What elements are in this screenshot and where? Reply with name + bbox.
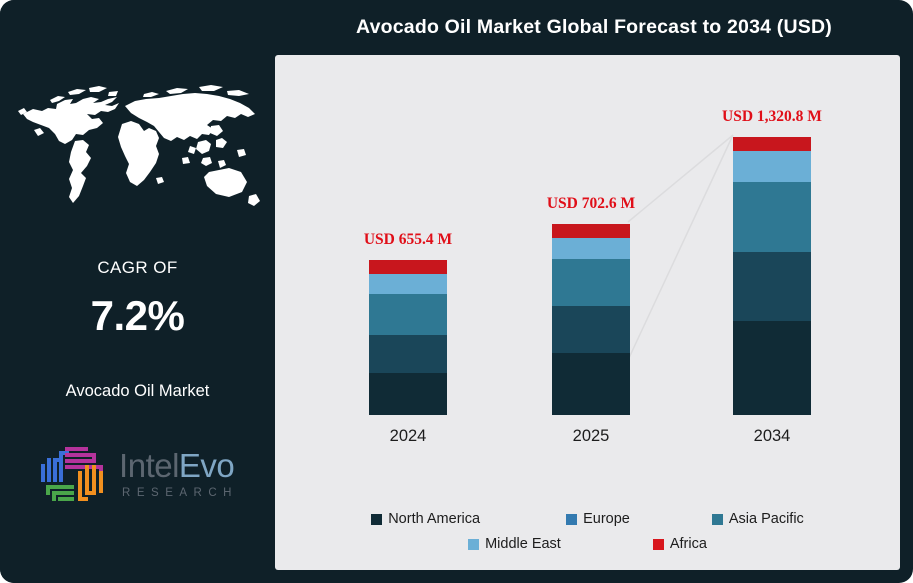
bar-segment-africa[interactable]	[552, 224, 630, 239]
bar-segment-europe[interactable]	[369, 334, 447, 373]
legend-swatch-icon	[652, 538, 664, 550]
bar-segment-north-america[interactable]	[733, 320, 811, 415]
legend-label: Africa	[669, 536, 707, 552]
x-axis-tick-label: 2025	[572, 427, 610, 445]
bar-total-label: USD 1,320.8 M	[722, 108, 822, 125]
legend-label: North America	[388, 511, 481, 527]
title-bar: Avocado Oil Market Global Forecast to 20…	[275, 0, 913, 55]
bar-total-label: USD 655.4 M	[363, 231, 453, 248]
market-name-label: Avocado Oil Market	[65, 382, 210, 400]
legend-swatch-icon	[371, 513, 383, 525]
bar-segment-north-america[interactable]	[369, 372, 447, 415]
legend-swatch-icon	[468, 538, 480, 550]
chart-legend: North America Europe Asia Pacific Middle E…	[275, 511, 900, 552]
world-map-icon	[17, 85, 260, 206]
bar-group: USD 702.6 M 2025	[547, 195, 635, 445]
bar-segment-asia-pacific[interactable]	[733, 181, 811, 252]
legend-item[interactable]: Europe	[566, 511, 630, 527]
bar-segment-europe[interactable]	[552, 306, 630, 353]
legend-item[interactable]: Middle East	[468, 536, 561, 552]
sidebar: CAGR OF 7.2% Avocado Oil Market	[0, 0, 275, 583]
bar-segment-africa[interactable]	[369, 260, 447, 275]
page-title: Avocado Oil Market Global Forecast to 20…	[356, 16, 832, 38]
stacked-bar[interactable]: USD 702.6 M 2025	[547, 195, 635, 445]
legend-item[interactable]: Asia Pacific	[711, 511, 804, 527]
bar-segment-middle-east[interactable]	[733, 151, 811, 182]
legend-label: Asia Pacific	[728, 511, 804, 527]
bar-group: USD 1,320.8 M 2034	[722, 108, 822, 445]
legend-swatch-icon	[711, 513, 723, 525]
x-axis-tick-label: 2024	[389, 427, 427, 445]
legend-row-1: North America Europe Asia Pacific	[371, 511, 804, 527]
bar-segment-middle-east[interactable]	[552, 238, 630, 260]
bar-segment-asia-pacific[interactable]	[552, 259, 630, 306]
logo-name-part2: Evo	[178, 447, 235, 484]
bar-segment-north-america[interactable]	[552, 352, 630, 415]
x-axis-tick-label: 2034	[753, 427, 791, 445]
legend-swatch-icon	[566, 513, 578, 525]
logo-wordmark: IntelEvo RESEARCH	[119, 449, 238, 499]
legend-item[interactable]: Africa	[652, 536, 707, 552]
intelevo-pinwheel-logo-icon	[41, 447, 104, 501]
bar-segment-africa[interactable]	[733, 137, 811, 152]
logo-name-part1: Intel	[119, 447, 179, 484]
cagr-value: 7.2%	[90, 292, 185, 339]
bar-segment-europe[interactable]	[733, 251, 811, 321]
legend-label: Middle East	[485, 536, 561, 552]
bar-group: USD 655.4 M 2024	[364, 231, 452, 445]
legend-label: Europe	[583, 511, 630, 527]
cagr-label: CAGR OF	[97, 258, 178, 277]
brand-logo: IntelEvo RESEARCH	[37, 437, 238, 511]
legend-item[interactable]: North America	[371, 511, 480, 527]
legend-row-2: Middle East Africa	[468, 536, 707, 552]
bar-total-label: USD 702.6 M	[546, 195, 636, 212]
logo-subtitle: RESEARCH	[122, 487, 238, 499]
logo-name: IntelEvo	[119, 449, 238, 482]
plot-area: USD 655.4 M 2024 USD 702.6 M 2025 USD 1,320.…	[275, 55, 900, 570]
stacked-bar[interactable]: USD 655.4 M 2024	[364, 231, 452, 445]
chart-panel: USD 655.4 M 2024 USD 702.6 M 2025 USD 1,320.…	[275, 55, 900, 570]
stacked-bar[interactable]: USD 1,320.8 M 2034	[722, 108, 822, 445]
bar-segment-middle-east[interactable]	[369, 274, 447, 294]
bar-segment-asia-pacific[interactable]	[369, 293, 447, 335]
